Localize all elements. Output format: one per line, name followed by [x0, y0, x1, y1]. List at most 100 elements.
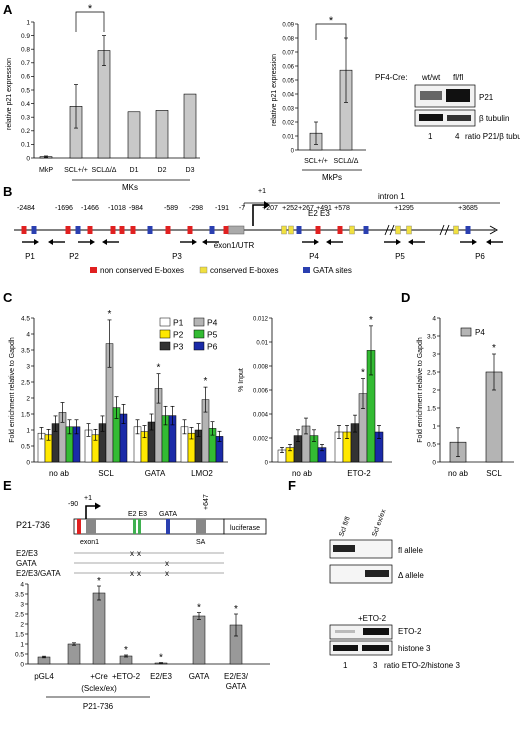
construct-label: P21-736 [16, 520, 50, 530]
primer-reverse-head [486, 239, 491, 245]
panel-d-legend-swatch [460, 327, 472, 337]
group-label: ETO-2 [347, 469, 371, 478]
luciferase-label: luciferase [230, 525, 260, 532]
y-tick-label: 0.03 [282, 106, 294, 112]
sig-bracket [315, 23, 347, 40]
blot-lane-wt: wt/wt [421, 73, 441, 82]
y-tick-label: 0.1 [21, 142, 30, 149]
yellow-site [349, 225, 355, 235]
sig-star: * [124, 645, 128, 656]
x-tick-label: SCLΔ/Δ [92, 167, 117, 174]
intron-label: intron 1 [378, 192, 405, 201]
svg-text:x: x [165, 559, 169, 568]
legend-label: P1 [173, 318, 184, 328]
sa-box [196, 519, 206, 534]
primer-label: P2 [69, 252, 79, 261]
primer-reverse-head [326, 239, 331, 245]
fl-band [333, 545, 355, 552]
position-label: -298 [189, 205, 203, 212]
legend-nonconserved: non conserved E-boxes [100, 266, 184, 275]
sig-star: * [197, 603, 201, 614]
position-label: +1 [258, 188, 266, 195]
histone-band-2 [362, 645, 389, 651]
exon1-box [227, 225, 245, 235]
x-tick-label: GATA [226, 682, 247, 691]
p21-band-fl [446, 89, 470, 102]
primer-forward-head [90, 239, 95, 245]
primer-label: P5 [395, 252, 405, 261]
group-label: SCL [98, 469, 114, 478]
y-tick-label: 3.5 [21, 347, 30, 354]
eto-lane-label: +ETO-2 [358, 614, 387, 623]
x-tick-label: E2/E3/ [224, 672, 249, 681]
y-tick-label: 0.01 [256, 340, 268, 346]
histone-band-1 [333, 645, 358, 651]
cre-subcat: (Sclex/ex) [81, 684, 117, 693]
f-ratio-1: 1 [343, 661, 348, 670]
x-tick-label: +ETO-2 [112, 672, 141, 681]
break-mark [439, 224, 445, 236]
y-tick-label: 0.5 [427, 441, 436, 448]
yellow-site [453, 225, 459, 235]
sig-star: * [97, 576, 101, 587]
x-tick-label: +Cre [90, 672, 108, 681]
position-label: +578 [334, 205, 350, 212]
panel-d-chart: 0 0.5 1 1.5 2 2.5 3 3.5 4 no ab SCL * [427, 315, 514, 478]
red-site [315, 226, 321, 234]
panel-a-chart-mkp: 0 0.01 0.02 0.03 0.04 0.05 0.06 0.07 0.08 0.09 SCL… [282, 15, 366, 165]
position-label: -1696 [55, 205, 73, 212]
y-tick-label: 0.5 [21, 87, 30, 94]
primer-reverse-head [102, 239, 107, 245]
legend-label: P6 [207, 342, 218, 352]
mks-group-label: MKs [122, 183, 138, 192]
y-tick-label: 2 [432, 387, 436, 394]
histone-blot [329, 640, 393, 656]
blot-ratio-label: ratio P21/β tubulin [465, 132, 520, 141]
x-tick-label: MkP [39, 167, 53, 174]
tss-label: +1 [84, 495, 92, 502]
primer-reverse-head [202, 239, 207, 245]
p21-promoter-diagram: -2484 -1696 -1466 -1018 -984 -589 -298 -191 -7 +1… [14, 188, 503, 261]
y-tick-label: 0.08 [282, 36, 294, 42]
group-label: no ab [292, 469, 313, 478]
primer-label: P3 [172, 252, 182, 261]
svg-text:x: x [130, 569, 134, 578]
legend-label: P5 [207, 330, 218, 340]
f-ratio-label: ratio ETO-2/histone 3 [384, 661, 460, 670]
pos-647: +647 [203, 494, 210, 510]
exon1-box [86, 519, 96, 534]
lane-scl-flfl: Scl fl/fl [338, 516, 352, 538]
sig-star: * [159, 653, 163, 664]
position-label: +267 [298, 205, 314, 212]
sig-star: * [329, 15, 334, 27]
yellow-site [406, 225, 412, 235]
y-tick-label: 0 [20, 661, 24, 668]
x-tick-label: SCLΔ/Δ [334, 158, 359, 165]
y-tick-label: 3.5 [427, 333, 436, 340]
mutant-e2e3gata: E2/E3/GATA [16, 569, 61, 578]
y-tick-label: 0.9 [21, 33, 30, 40]
position-label: -7 [239, 205, 245, 212]
x-tick-label: D2 [158, 167, 167, 174]
panel-e-chart: 0 0.5 1 1.5 2 2.5 3 3.5 4 pGL4 * +Cre * +ETO-2 * E2/E3 *… [15, 576, 270, 691]
dna-arrowhead [489, 225, 499, 235]
position-label: +3685 [458, 205, 478, 212]
x-tick-label: SCL+/+ [304, 158, 328, 165]
p21-group-label: P21-736 [83, 702, 114, 711]
break-mark [384, 224, 390, 236]
red-site [337, 226, 343, 234]
legend-swatch [159, 329, 171, 339]
y-tick-label: 3 [20, 601, 24, 608]
y-tick-label: 0 [291, 148, 295, 154]
delta-allele-label: Δ allele [398, 571, 424, 580]
panel-a-chart-mk: 0 0.1 0.2 0.3 0.4 0.5 0.6 0.7 0.8 0.9 1 MkP SCL+/+ SC… [21, 3, 200, 174]
red-site [223, 226, 229, 234]
panel-letter-b: B [3, 184, 12, 199]
red-site [110, 226, 116, 234]
sig-star: * [108, 309, 112, 320]
y-tick-label: 0 [432, 459, 436, 466]
y-tick-label: 0.05 [282, 78, 294, 84]
y-tick-label: 0.2 [21, 128, 30, 135]
y-tick-label: 2.5 [21, 379, 30, 386]
